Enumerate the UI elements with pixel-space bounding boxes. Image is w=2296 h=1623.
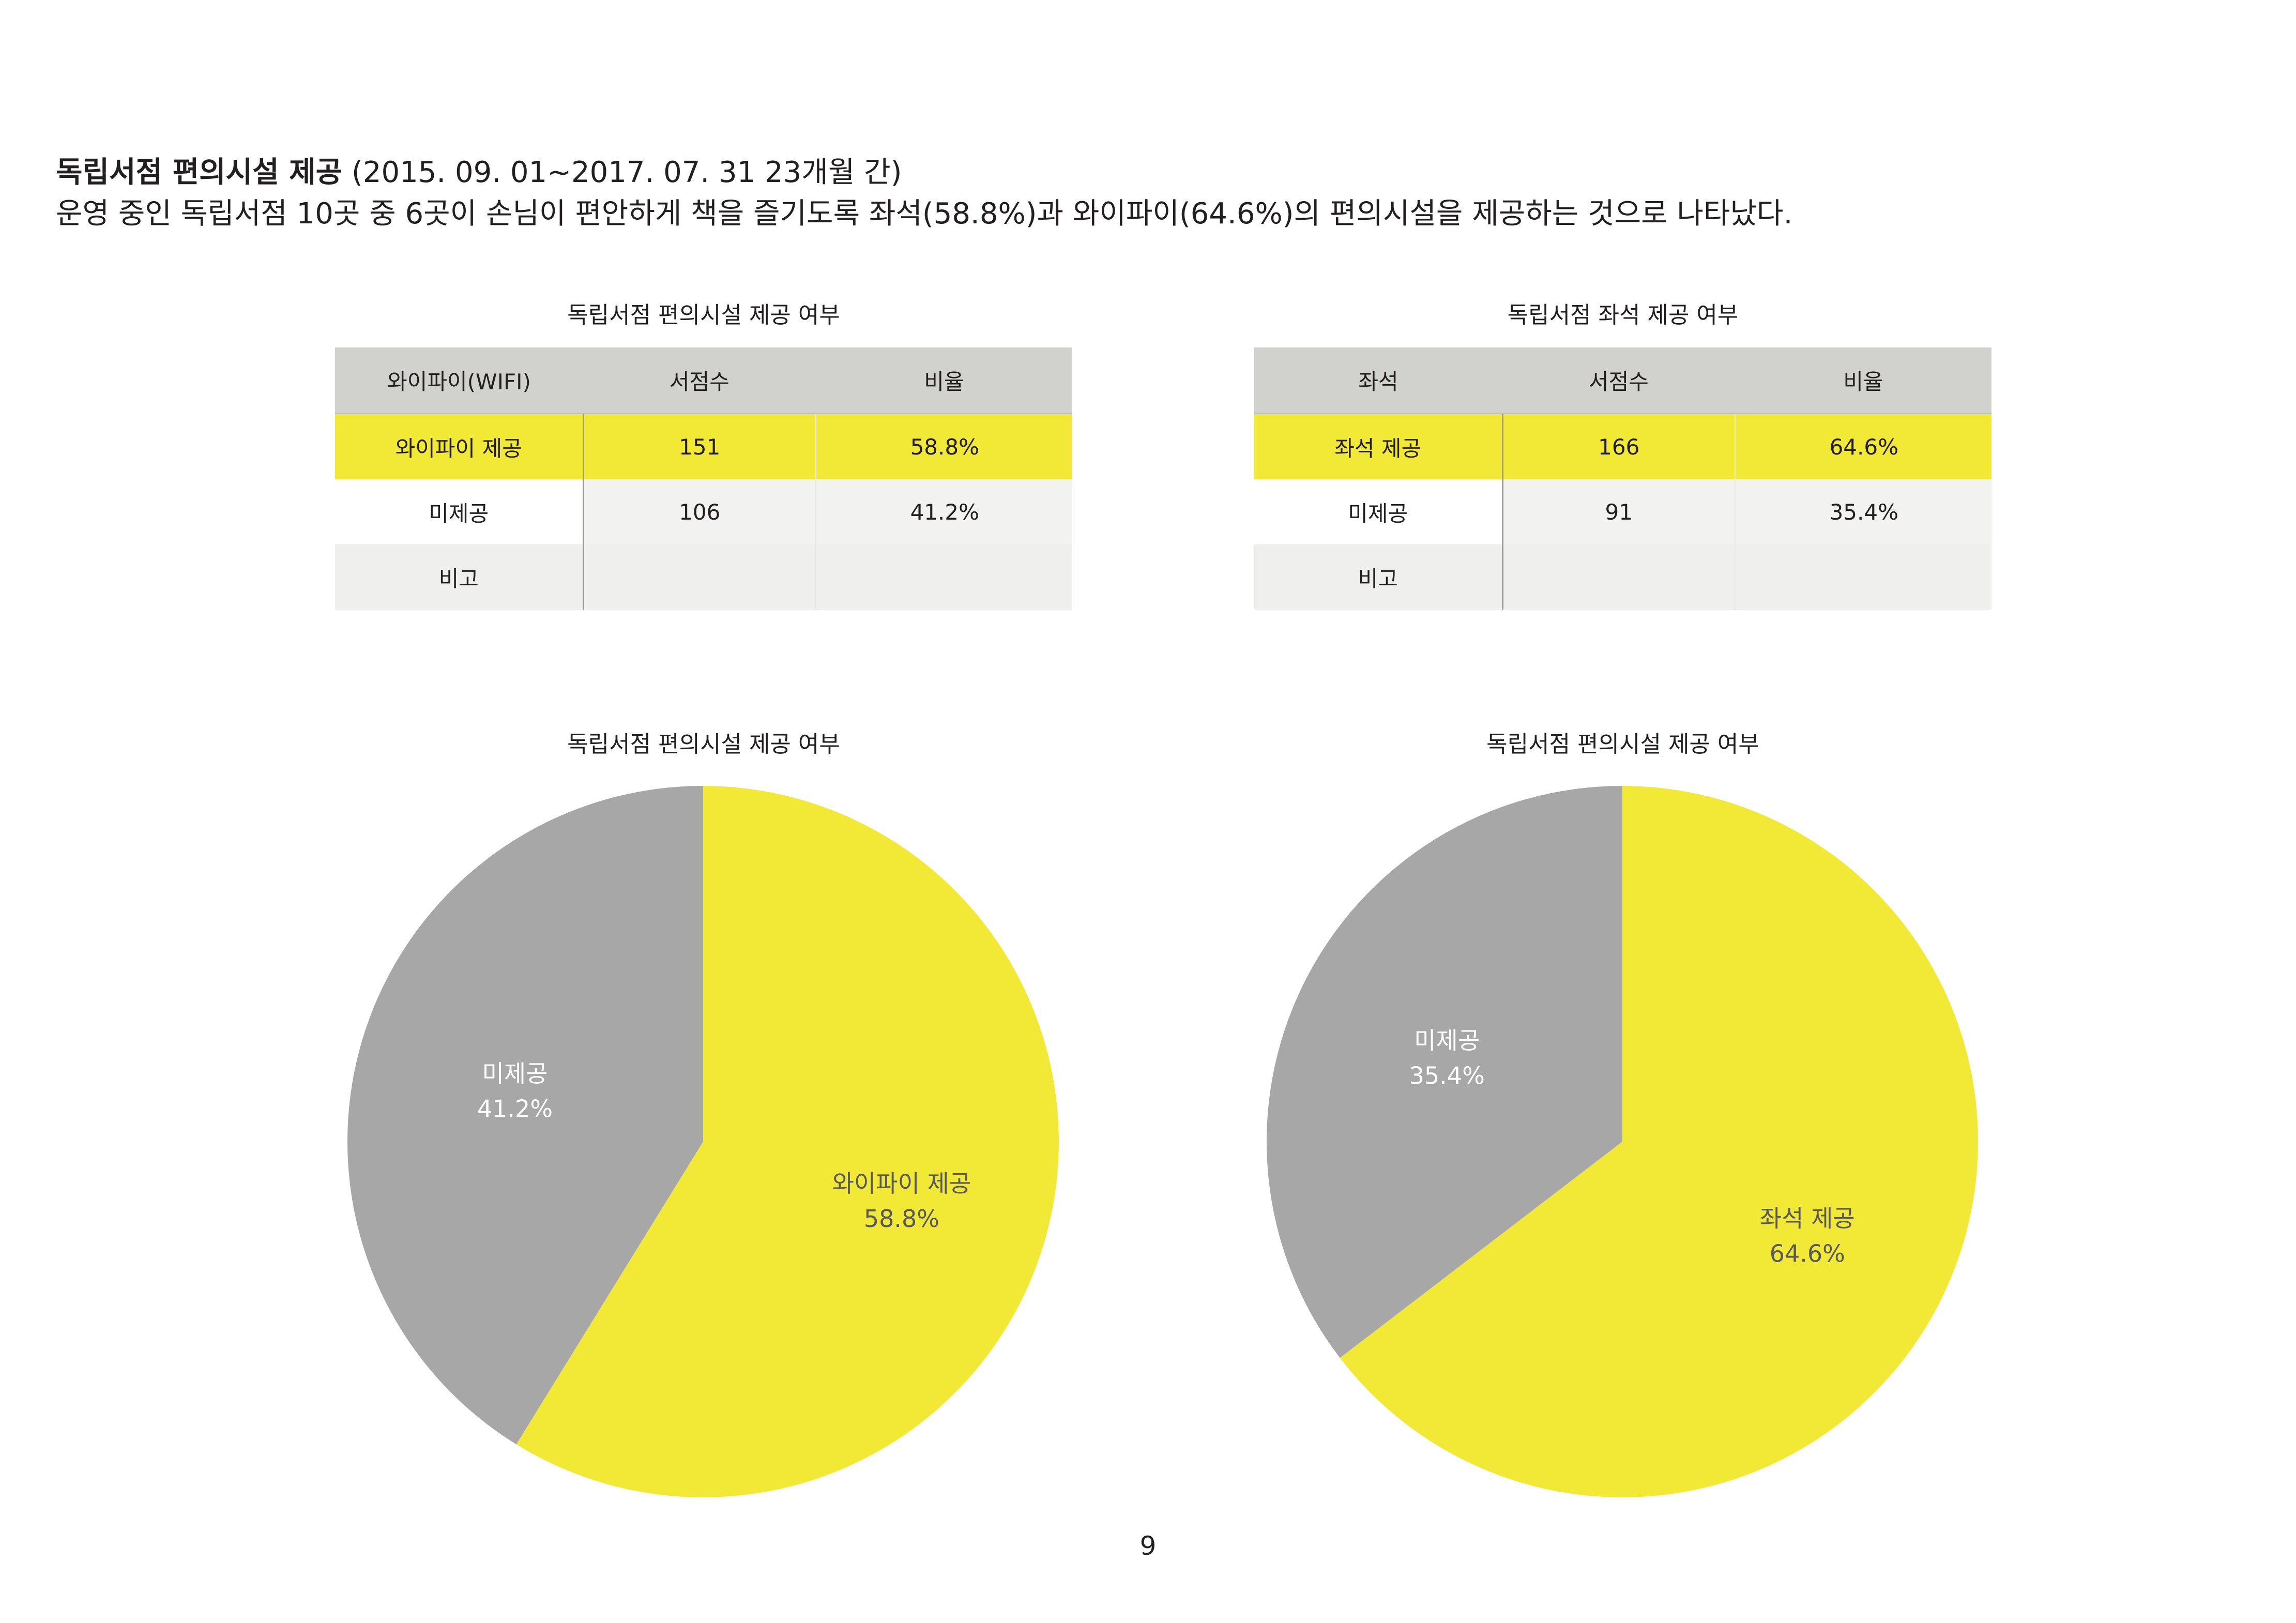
table-cell: 58.8%: [815, 413, 1072, 479]
wifi-pie-title: 독립서점 편의시설 제공 여부: [567, 731, 840, 757]
table-header-row: 와이파이(WIFI) 서점수 비율: [335, 347, 1072, 414]
seat-table-title: 독립서점 좌석 제공 여부: [1507, 302, 1739, 328]
pie-slice: [1340, 786, 1978, 1497]
table-cell: 151: [583, 413, 816, 479]
row-label: 미제공: [1254, 479, 1503, 544]
column-header: 와이파이(WIFI): [335, 347, 583, 414]
column-header: 비율: [816, 347, 1072, 414]
pie-svg: 와이파이 제공 58.8% 미제공 41.2%: [347, 786, 1059, 1497]
pie-svg: 좌석 제공 64.6% 미제공 35.4%: [1267, 786, 1978, 1497]
row-label: 와이파이 제공: [335, 413, 584, 479]
heading-period: (2015. 09. 01~2017. 07. 31 23개월 간): [342, 156, 902, 189]
row-label: 미제공: [335, 479, 584, 544]
table-cell: 91: [1502, 479, 1735, 544]
row-label: 비고: [335, 544, 584, 610]
table-row: 비고: [335, 544, 1072, 610]
column-header: 서점수: [583, 347, 816, 414]
pie-slice-label: 미제공: [482, 1060, 548, 1088]
table-cell: 41.2%: [815, 479, 1072, 544]
pie-slice-label: 미제공: [1414, 1026, 1480, 1054]
table-row: 미제공 106 41.2%: [335, 479, 1072, 544]
pie-slice-value: 35.4%: [1409, 1061, 1485, 1089]
wifi-pie-chart: 와이파이 제공 58.8% 미제공 41.2%: [346, 785, 1060, 1498]
table-cell: [1502, 544, 1735, 610]
table-cell: [815, 544, 1072, 610]
row-label: 좌석 제공: [1254, 413, 1503, 479]
table-cell: 166: [1502, 413, 1735, 479]
table-cell: 106: [583, 479, 816, 544]
seat-pie-chart: 좌석 제공 64.6% 미제공 35.4%: [1266, 785, 1979, 1498]
table-header-row: 좌석 서점수 비율: [1254, 347, 1991, 414]
pie-slice: [347, 786, 703, 1445]
table-row: 비고: [1254, 544, 1991, 610]
wifi-table: 와이파이(WIFI) 서점수 비율 와이파이 제공 151 58.8% 미제공 …: [335, 347, 1072, 610]
page-subtitle: 운영 중인 독립서점 10곳 중 6곳이 손님이 편안하게 책을 즐기도록 좌석…: [56, 197, 1793, 231]
pie-slice-value: 41.2%: [477, 1095, 553, 1123]
table-row: 와이파이 제공 151 58.8%: [335, 413, 1072, 479]
column-header: 좌석: [1254, 347, 1502, 414]
seat-table: 좌석 서점수 비율 좌석 제공 166 64.6% 미제공 91 35.4% 비…: [1254, 347, 1991, 610]
column-header: 서점수: [1502, 347, 1735, 414]
page-number: 9: [1139, 1531, 1157, 1561]
table-row: 좌석 제공 166 64.6%: [1254, 413, 1991, 479]
column-header: 비율: [1735, 347, 1991, 414]
pie-slice-value: 58.8%: [864, 1205, 939, 1233]
seat-pie-title: 독립서점 편의시설 제공 여부: [1486, 731, 1759, 757]
pie-slice-label: 좌석 제공: [1760, 1205, 1855, 1233]
table-cell: [1735, 544, 1991, 610]
wifi-table-title: 독립서점 편의시설 제공 여부: [567, 302, 840, 328]
table-cell: 35.4%: [1735, 479, 1991, 544]
pie-slice: [1267, 786, 1622, 1358]
table-row: 미제공 91 35.4%: [1254, 479, 1991, 544]
page-heading: 독립서점 편의시설 제공 (2015. 09. 01~2017. 07. 31 …: [56, 153, 902, 192]
row-label: 비고: [1254, 544, 1503, 610]
pie-slice-label: 와이파이 제공: [832, 1170, 971, 1197]
pie-slice-value: 64.6%: [1770, 1240, 1845, 1268]
table-cell: 64.6%: [1735, 413, 1991, 479]
pie-slice: [516, 786, 1059, 1497]
heading-bold: 독립서점 편의시설 제공: [56, 156, 343, 189]
table-cell: [583, 544, 816, 610]
